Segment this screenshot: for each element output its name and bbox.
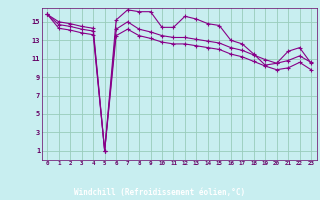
Text: Windchill (Refroidissement éolien,°C): Windchill (Refroidissement éolien,°C) bbox=[75, 188, 245, 197]
